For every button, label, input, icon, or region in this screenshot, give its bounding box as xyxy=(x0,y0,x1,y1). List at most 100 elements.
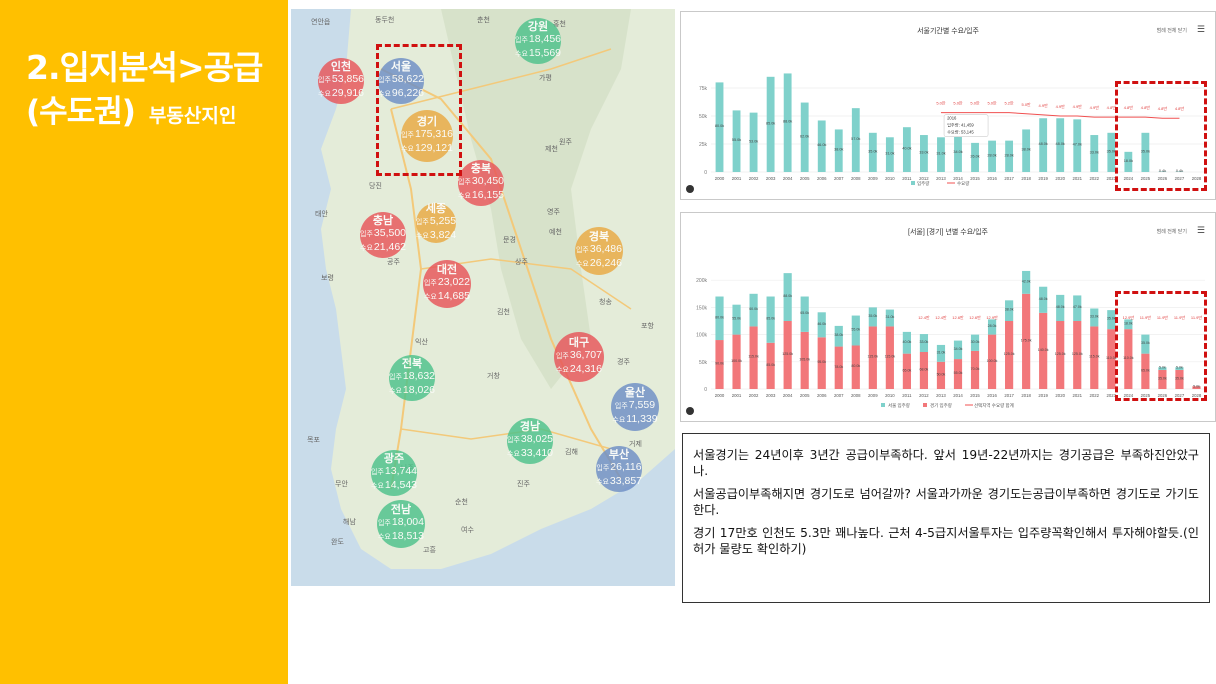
region-bubble-5[interactable]: 충북 입주30,450 수요16,155 xyxy=(458,160,504,206)
x-tick-label: 2003 xyxy=(766,393,776,398)
gyeonggi-bar xyxy=(834,346,843,389)
seoul-bar xyxy=(1039,286,1048,313)
region-bubble-14[interactable]: 부산 입주26,116 수요33,857 xyxy=(596,446,642,492)
region-bubble-12[interactable]: 울산 입주7,559 수요11,339 xyxy=(611,383,659,431)
menu-icon[interactable]: ☰ xyxy=(1196,25,1205,35)
seoul-bar-label: 47.0k xyxy=(1073,305,1082,309)
gyeonggi-bar xyxy=(1090,326,1099,389)
y-tick-label: 100k xyxy=(696,333,707,339)
supply-bar xyxy=(937,137,945,172)
region-bubble-3[interactable]: 강원 입주18,456 수요15,569 xyxy=(515,18,561,64)
region-bubble-9[interactable]: 대전 입주23,022 수요14,685 xyxy=(423,260,471,308)
gyeonggi-bar xyxy=(851,345,860,389)
seoul-bar xyxy=(834,325,843,347)
region-bubble-10[interactable]: 대구 입주36,707 수요24,316 xyxy=(554,332,604,382)
supply-bar-label: 80.0k xyxy=(715,124,724,128)
region-bubble-13[interactable]: 경남 입주38,025 수요33,410 xyxy=(507,418,553,464)
place-label: 연안읍 xyxy=(311,19,331,26)
seoul-bar-label: 33.0k xyxy=(920,340,929,344)
region-bubble-1[interactable]: 인천 입주53,856 수요29,916 xyxy=(318,58,364,104)
x-tick-label: 2013 xyxy=(936,176,946,181)
supply-bar xyxy=(800,102,809,172)
seoul-bar xyxy=(817,312,826,338)
seoul-bar-label: 5.0k xyxy=(1176,366,1183,370)
supply-bar xyxy=(1039,118,1048,172)
place-label: 포항 xyxy=(641,323,654,330)
chart1-plot: 0 25k 50k 75k 2000 80.0k 2001 55.0k 2002 53.0k 200… xyxy=(699,73,1205,187)
supply-bar xyxy=(988,140,996,172)
demand-label: 5.0만 xyxy=(987,100,997,106)
chart2-legend-toggle[interactable]: 범례 전체 닫기 xyxy=(1156,229,1187,235)
demand-label: 4.9만 xyxy=(1073,103,1083,109)
slide-title-line1: 2.입지분석>공급 xyxy=(26,48,263,87)
x-tick-label: 2012 xyxy=(919,393,929,398)
menu-icon[interactable]: ☰ xyxy=(1196,226,1205,236)
chart1-legend-toggle[interactable]: 범례 전체 닫기 xyxy=(1156,28,1187,34)
seoul-bar-label: 55.0k xyxy=(732,317,741,321)
demand-label: 11.9만 xyxy=(1191,314,1202,320)
gyeonggi-bar-label: 95.0k xyxy=(817,360,826,364)
gyeonggi-bar-label: 35.0k xyxy=(1158,376,1167,380)
seoul-bar-label: 38.0k xyxy=(1005,308,1014,312)
supply-bar xyxy=(1056,118,1065,172)
region-supply: 입주53,856 xyxy=(318,73,365,85)
gyeonggi-bar xyxy=(987,334,997,389)
supply-bar xyxy=(749,112,758,172)
region-bubble-8[interactable]: 경북 입주36,486 수요26,246 xyxy=(575,227,623,275)
region-bubble-6[interactable]: 충남 입주35,500 수요21,462 xyxy=(360,212,406,258)
x-tick-label: 2019 xyxy=(1038,393,1048,398)
place-label: 무안 xyxy=(335,481,348,488)
demand-label: 12.9만 xyxy=(1123,314,1135,320)
gyeonggi-bar-label: 78.0k xyxy=(834,365,843,369)
chart1-export-icon[interactable] xyxy=(686,185,694,193)
region-name: 경남 xyxy=(519,421,541,433)
supply-bar-label: 88.0k xyxy=(783,120,792,124)
region-name: 강원 xyxy=(527,21,549,33)
x-tick-label: 2023 xyxy=(1107,393,1117,398)
highway-line xyxy=(390,48,612,110)
region-bubble-16[interactable]: 전남 입주18,004 수요18,513 xyxy=(377,500,425,548)
region-bubble-7[interactable]: 세종 입주5,255 수요3,824 xyxy=(416,203,456,243)
gyeonggi-bar-label: 50.0k xyxy=(937,372,946,376)
chart2-export-icon[interactable] xyxy=(686,407,694,415)
x-tick-label: 2006 xyxy=(817,176,827,181)
region-supply: 입주23,022 xyxy=(423,276,470,288)
region-supply: 입주38,025 xyxy=(507,433,554,445)
supply-bar xyxy=(783,73,792,172)
supply-bar xyxy=(834,129,843,172)
region-bubble-2[interactable]: 서울 입주58,622 수요96,226 xyxy=(378,58,424,104)
tooltip-text: 입주량: 41,459 xyxy=(947,122,974,129)
region-bubble-15[interactable]: 광주 입주13,744 수요14,543 xyxy=(371,450,417,496)
gyeonggi-bar xyxy=(1022,293,1031,389)
demand-label: 11.9만 xyxy=(1140,314,1151,320)
supply-bar xyxy=(1107,132,1116,172)
x-tick-label: 2005 xyxy=(800,393,810,398)
x-tick-label: 2022 xyxy=(1089,176,1099,181)
supply-bar-label: 35.0k xyxy=(1107,149,1116,153)
region-supply: 입주18,632 xyxy=(389,370,436,382)
slide-subtitle: 부동산지인 xyxy=(148,105,237,127)
x-tick-label: 2019 xyxy=(1038,176,1048,181)
seoul-bar-label: 42.0k xyxy=(1022,279,1031,283)
supply-bar-label: 55.0k xyxy=(732,138,741,142)
x-tick-label: 2016 xyxy=(987,176,997,181)
gyeonggi-bar-label: 175.0k xyxy=(1021,338,1032,342)
place-label: 상주 xyxy=(515,259,528,266)
supply-bar-label: 35.0k xyxy=(868,149,877,153)
region-demand: 수요3,824 xyxy=(415,229,457,241)
gyeonggi-bar xyxy=(936,361,946,389)
seoul-bar-label: 35.0k xyxy=(1141,341,1150,345)
seoul-bar-label: 33.0k xyxy=(1090,314,1099,318)
region-bubble-11[interactable]: 전북 입주18,632 수요18,026 xyxy=(389,355,435,401)
place-label: 동두천 xyxy=(375,17,395,24)
gyeonggi-bar xyxy=(1158,369,1167,389)
supply-bar xyxy=(732,110,741,172)
region-bubble-4[interactable]: 경기 입주175,316 수요129,121 xyxy=(401,110,453,162)
demand-label: 4.8만 xyxy=(1107,104,1117,110)
supply-bar-label: 38.0k xyxy=(834,148,843,152)
supply-bar-label: 28.0k xyxy=(1004,153,1013,157)
region-supply: 입주5,255 xyxy=(415,215,457,227)
region-supply: 입주35,500 xyxy=(360,227,407,239)
seoul-bar xyxy=(715,296,724,341)
x-tick-label: 2003 xyxy=(766,176,776,181)
